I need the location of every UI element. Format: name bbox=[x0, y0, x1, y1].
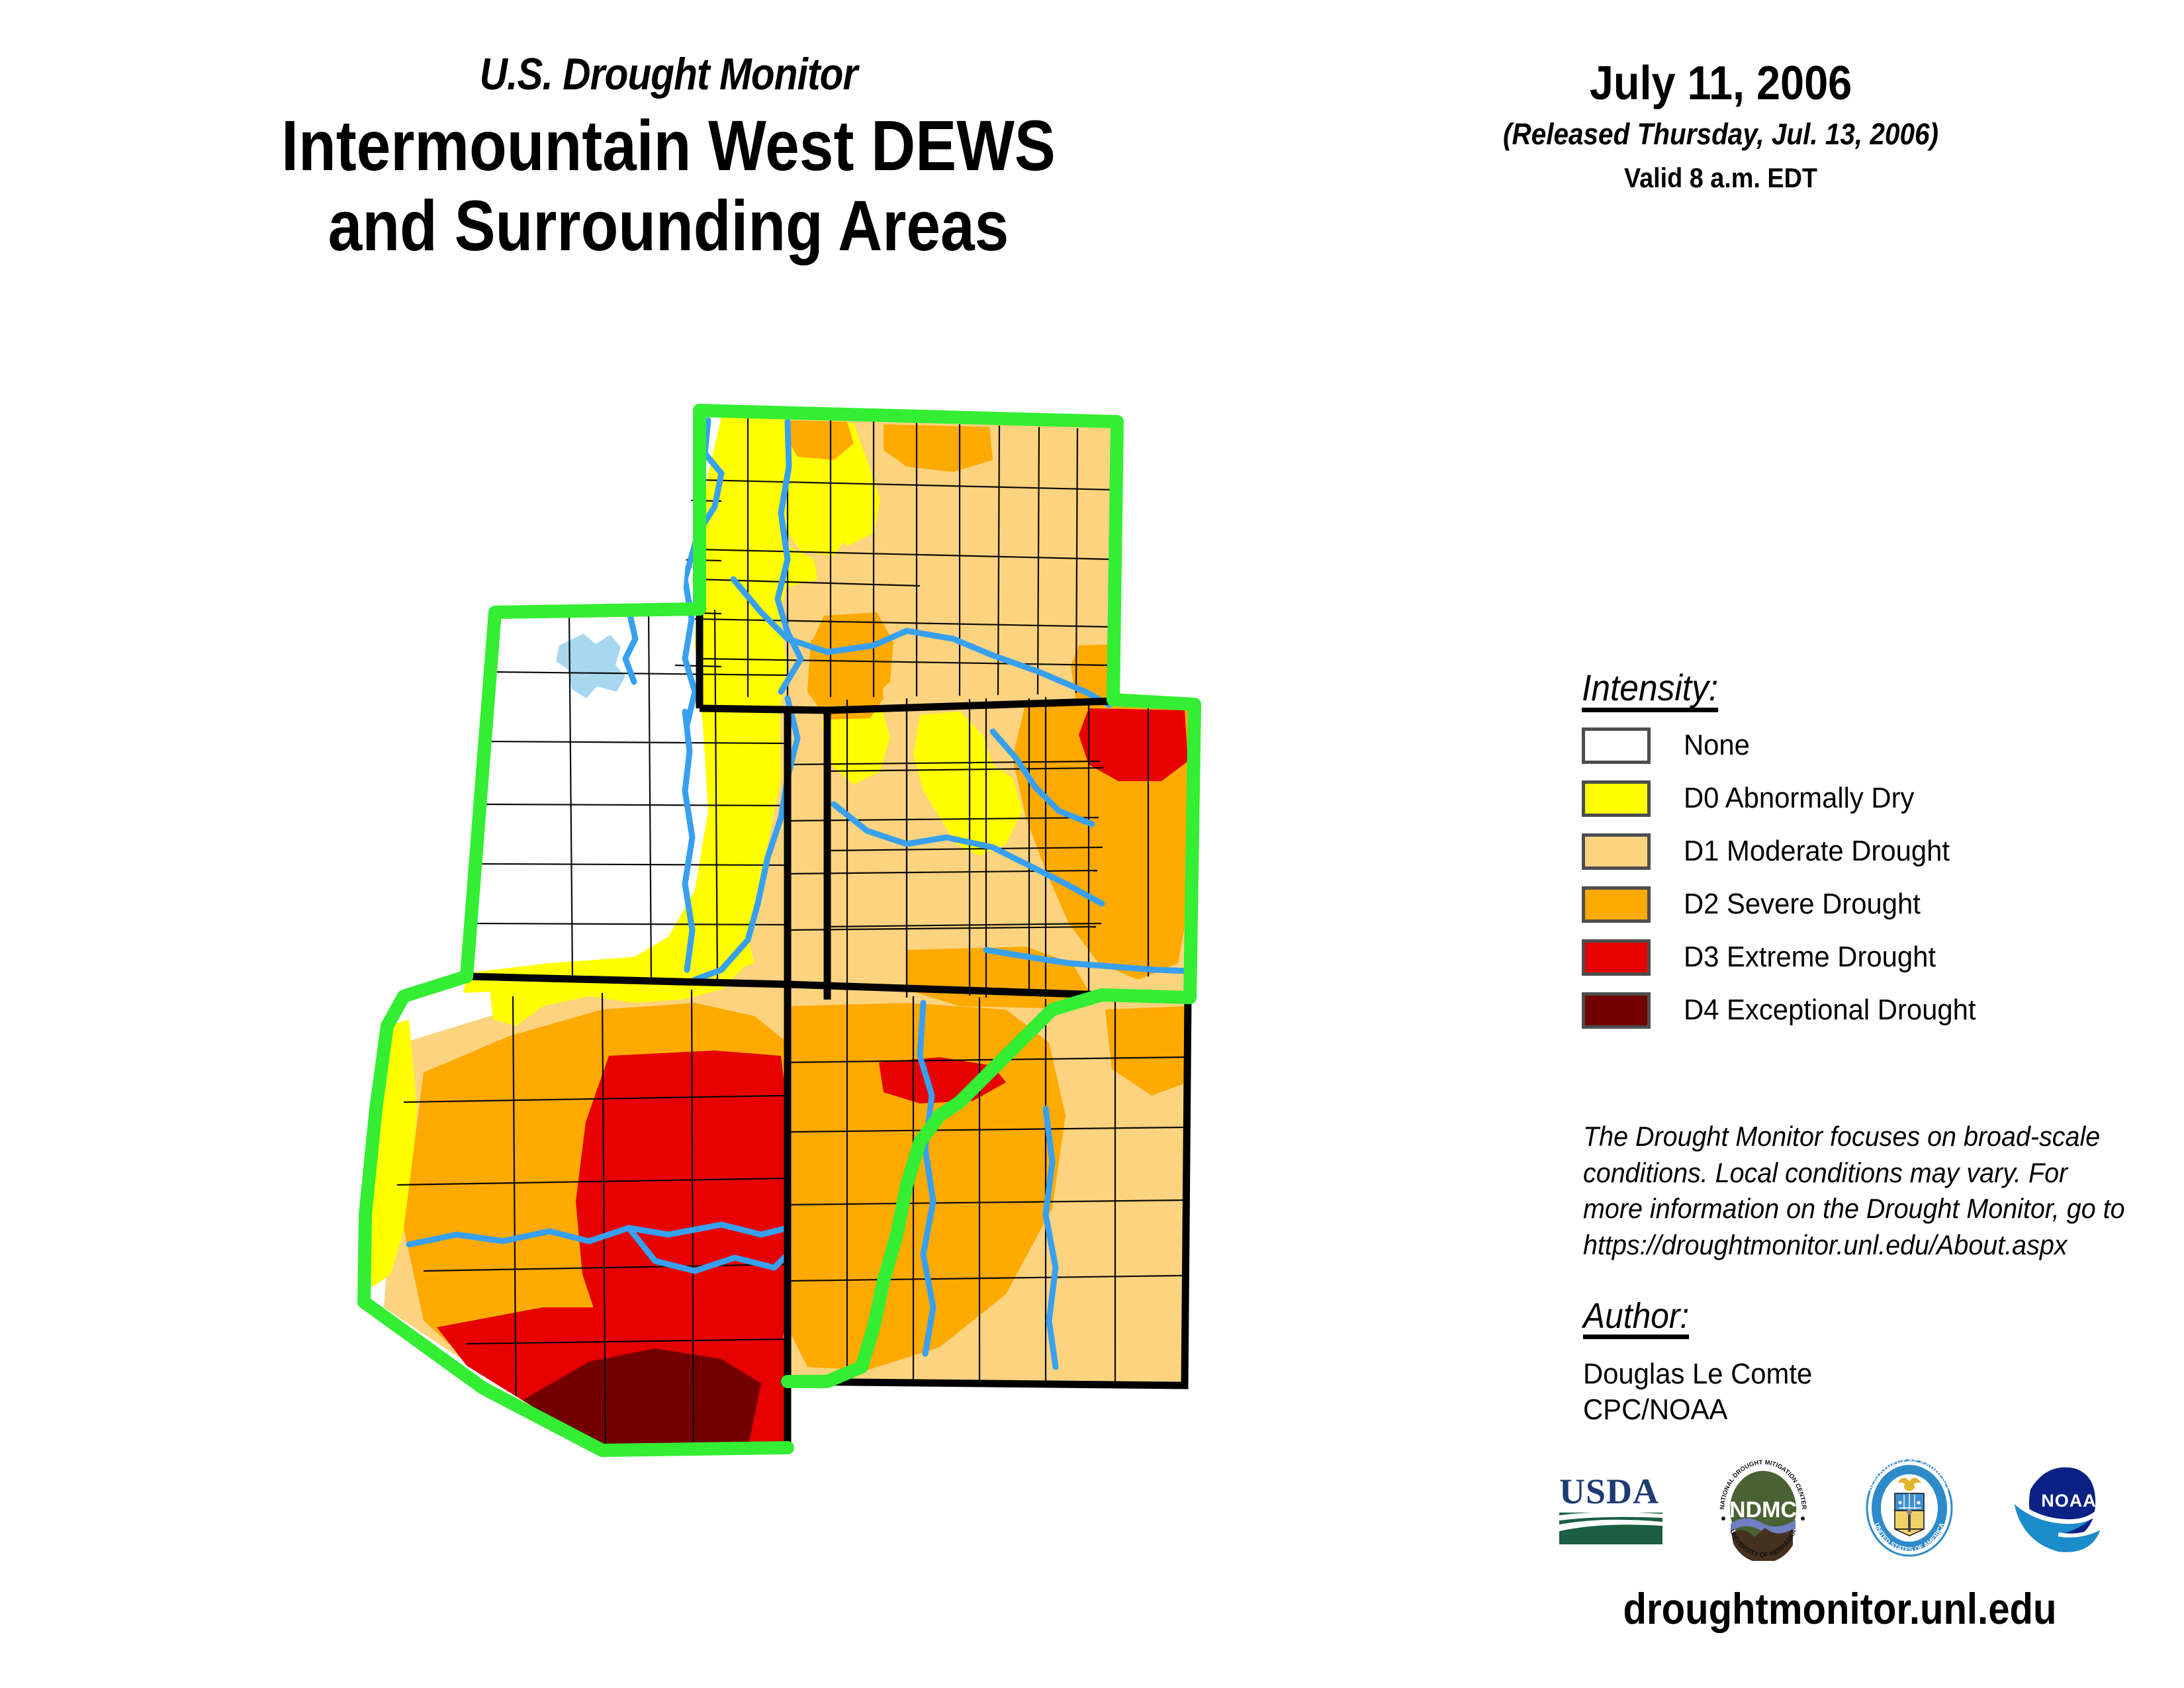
released-date: (Released Thursday, Jul. 13, 2006) bbox=[1502, 117, 1939, 152]
d3-arizona-central bbox=[576, 1051, 788, 1367]
legend: Intensity: None D0 Abnormally Dry D1 Mod… bbox=[1582, 669, 2105, 1030]
d0-band-idaho-montana bbox=[488, 417, 796, 1026]
legend-title: Intensity: bbox=[1582, 669, 1719, 713]
d2-new-mexico-northeast bbox=[1105, 1006, 1188, 1096]
d2-montana-northeast bbox=[884, 424, 993, 472]
d2-montana-south-column bbox=[807, 639, 884, 720]
author-block: Author: Douglas Le Comte CPC/NOAA bbox=[1583, 1297, 2113, 1428]
river-bear bbox=[622, 612, 639, 685]
river-rio-grande bbox=[917, 1000, 936, 1357]
legend-label-d4: D4 Exceptional Drought bbox=[1684, 994, 1976, 1027]
legend-swatch-none bbox=[1582, 727, 1651, 764]
legend-item-d0[interactable]: D0 Abnormally Dry bbox=[1582, 778, 2105, 818]
dews-outline-new-mexico bbox=[781, 988, 1109, 1388]
author-affiliation: CPC/NOAA bbox=[1583, 1393, 1728, 1426]
legend-label-d2: D2 Severe Drought bbox=[1684, 888, 1921, 921]
d4-arizona-south-central bbox=[523, 1348, 761, 1450]
state-line-nm-east bbox=[780, 996, 1192, 1389]
river-missouri bbox=[774, 418, 804, 695]
drought-monitor-eyebrow: U.S. Drought Monitor bbox=[479, 49, 858, 99]
ndmc-logo: NDMC NATIONAL DROUGHT MITIGATION CENTER … bbox=[1719, 1458, 1807, 1561]
river-colorado-az bbox=[406, 1221, 791, 1248]
river-colorado-upper bbox=[831, 801, 1105, 907]
svg-text:NOAA: NOAA bbox=[2041, 1491, 2097, 1511]
river-north-platte bbox=[989, 728, 1095, 827]
river-arkansas bbox=[983, 947, 1193, 974]
site-url[interactable]: droughtmonitor.unl.edu bbox=[1623, 1584, 2057, 1633]
doc-seal-logo: DEPARTMENT OF COMMERCE UNITED STATES OF … bbox=[1866, 1458, 1953, 1556]
drought-map[interactable] bbox=[324, 381, 1284, 1572]
page-title: U.S. Drought Monitor Intermountain West … bbox=[99, 52, 1238, 266]
d3-colorado-northeast bbox=[1079, 708, 1188, 781]
d0-blob-montana-lower bbox=[745, 536, 817, 587]
rivers bbox=[406, 417, 1193, 1370]
legend-label-d0: D0 Abnormally Dry bbox=[1684, 782, 1915, 815]
valid-date: July 11, 2006 bbox=[1589, 57, 1852, 110]
d0-sliver-arizona-west bbox=[365, 1019, 417, 1288]
date-block: July 11, 2006 (Released Thursday, Jul. 1… bbox=[1416, 58, 2025, 194]
legend-item-d3[interactable]: D3 Extreme Drought bbox=[1582, 937, 2105, 977]
river-pecos bbox=[1042, 1105, 1059, 1370]
d2-montana-north bbox=[788, 420, 854, 460]
map-title-line1: Intermountain West DEWS bbox=[281, 105, 1056, 185]
river-clark-fork bbox=[682, 417, 725, 728]
legend-item-d4[interactable]: D4 Exceptional Drought bbox=[1582, 990, 2105, 1030]
legend-label-d3: D3 Extreme Drought bbox=[1684, 941, 1936, 974]
dews-outline-arizona bbox=[357, 970, 794, 1457]
author-heading: Author: bbox=[1583, 1297, 1690, 1340]
river-green bbox=[692, 695, 801, 983]
map-title-line2: and Surrounding Areas bbox=[328, 185, 1009, 265]
state-boundaries bbox=[466, 407, 1192, 1448]
disclaimer-text: The Drought Monitor focuses on broad-sca… bbox=[1583, 1121, 2125, 1260]
d0-blob-colorado-central bbox=[913, 712, 1023, 856]
dews-outline-colorado bbox=[1095, 693, 1201, 1004]
valid-time: Valid 8 a.m. EDT bbox=[1623, 162, 1818, 193]
great-salt-lake bbox=[556, 633, 625, 698]
county-boundaries bbox=[396, 418, 1185, 1448]
legend-label-d1: D1 Moderate Drought bbox=[1684, 835, 1950, 868]
river-gila bbox=[625, 1225, 791, 1274]
legend-swatch-d3 bbox=[1582, 939, 1651, 976]
legend-item-none[interactable]: None bbox=[1582, 726, 2105, 765]
legend-item-d1[interactable]: D1 Moderate Drought bbox=[1582, 831, 2105, 871]
river-snake bbox=[682, 708, 696, 973]
legend-swatch-d1 bbox=[1582, 833, 1651, 870]
legend-label-none: None bbox=[1684, 729, 1750, 762]
dews-outline-montana bbox=[693, 404, 1124, 706]
svg-text:USDA: USDA bbox=[1559, 1472, 1659, 1511]
author-name: Douglas Le Comte bbox=[1583, 1358, 1813, 1391]
svg-text:NDMC: NDMC bbox=[1729, 1497, 1797, 1523]
legend-item-d2[interactable]: D2 Severe Drought bbox=[1582, 884, 2105, 924]
dews-outline-utah-north bbox=[488, 602, 706, 619]
logo-row: USDA NDMC NATIONAL DROUGHT MITIGATION CE… bbox=[1555, 1450, 2105, 1566]
legend-swatch-d4 bbox=[1582, 992, 1651, 1029]
river-yellowstone bbox=[730, 576, 1113, 708]
drought-map-svg[interactable] bbox=[324, 381, 1284, 1572]
noaa-logo: NOAA bbox=[2010, 1467, 2102, 1552]
usda-logo: USDA bbox=[1559, 1472, 1662, 1544]
dews-boundary bbox=[357, 404, 1201, 1457]
legend-swatch-d0 bbox=[1582, 780, 1651, 817]
legend-swatch-d2 bbox=[1582, 886, 1651, 923]
